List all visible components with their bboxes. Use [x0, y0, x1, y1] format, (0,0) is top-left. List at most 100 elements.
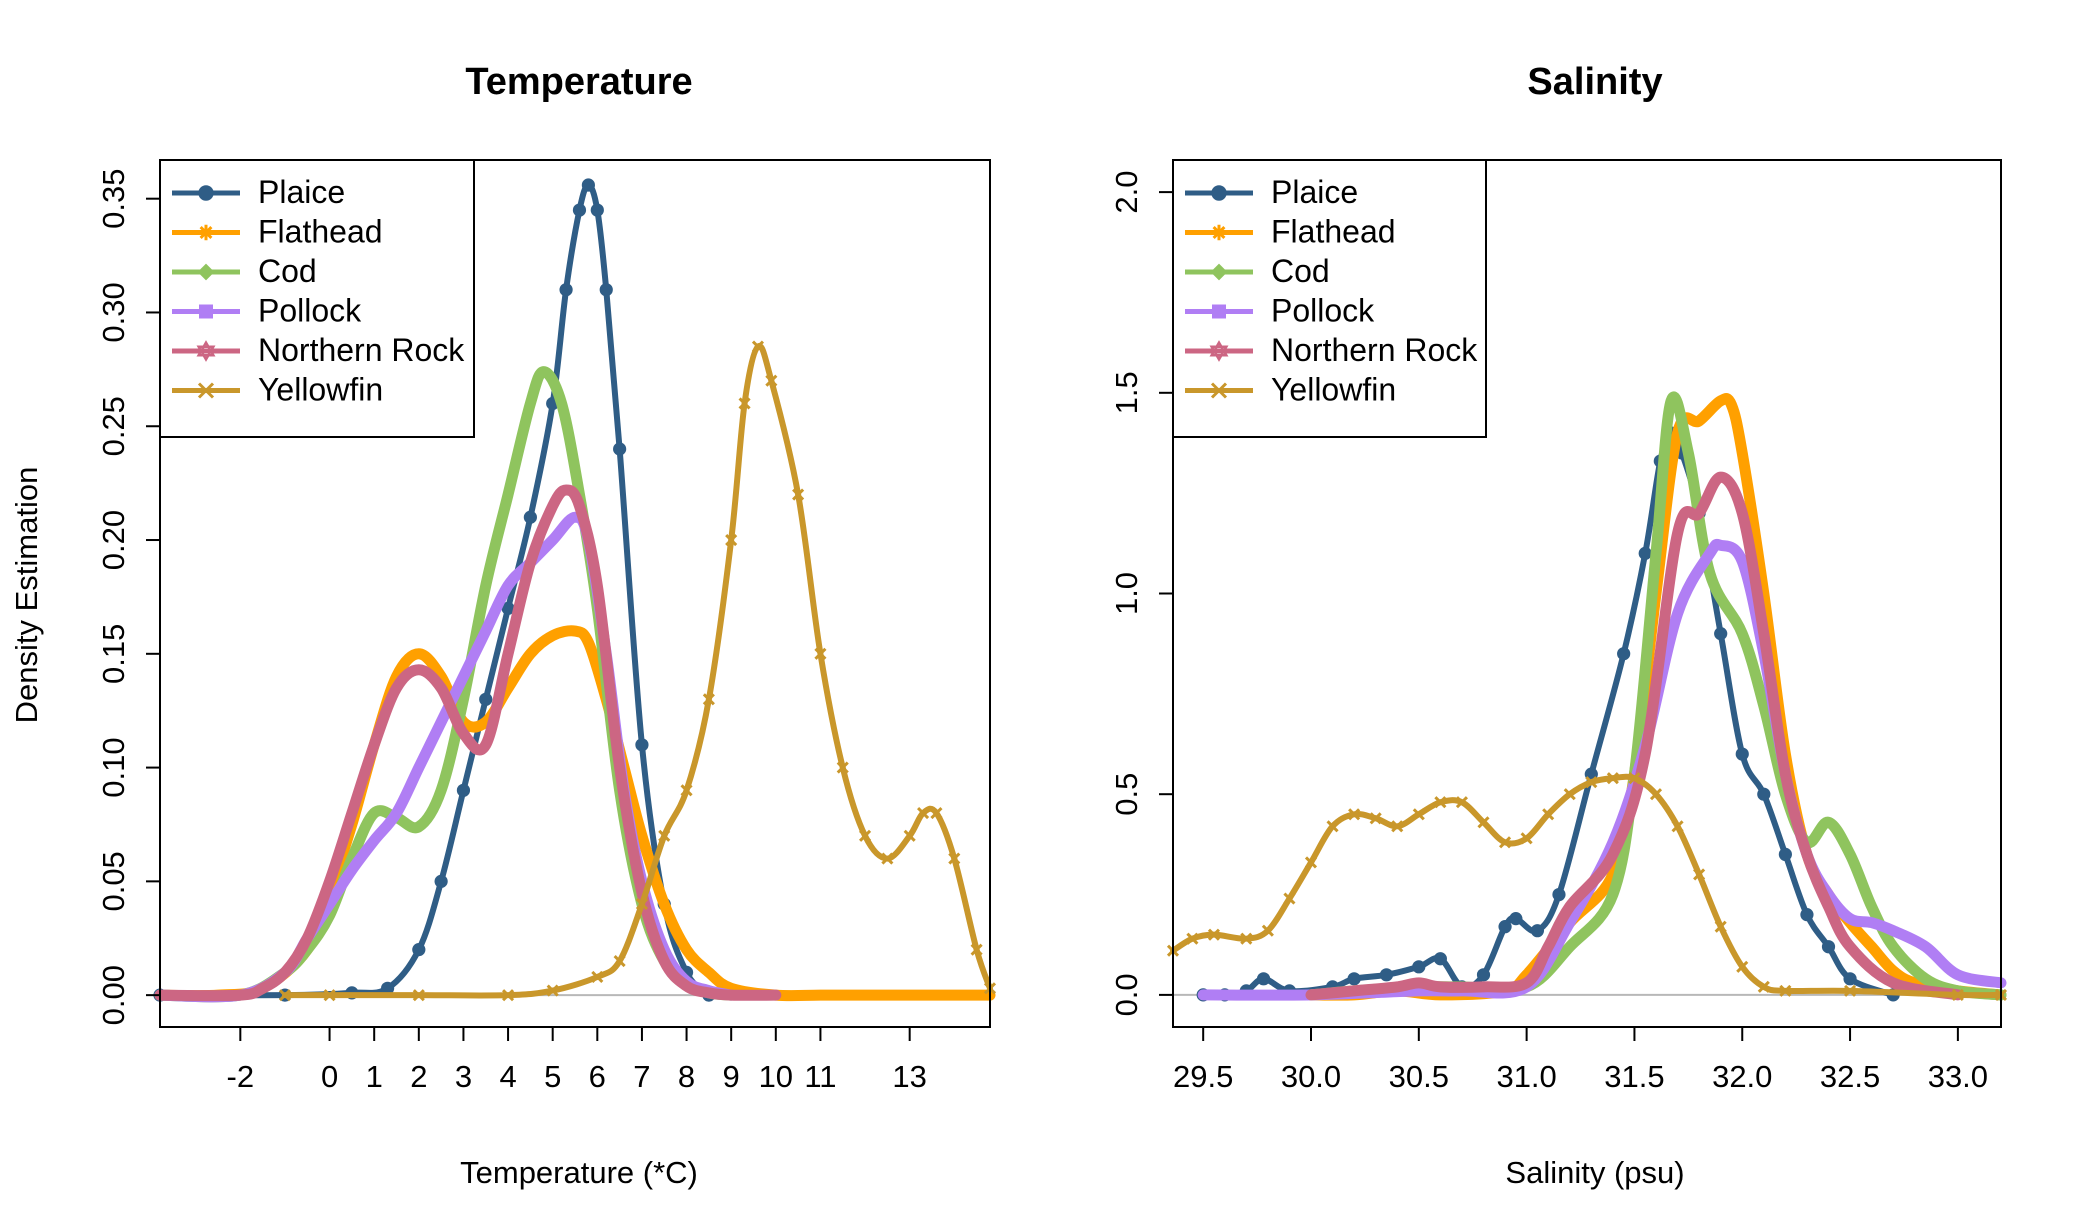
temperature-legend-label: Yellowfin: [258, 372, 383, 408]
density-y-axis-label: Density Estimation: [9, 467, 44, 724]
temperature-point-plaice: [412, 943, 426, 957]
salinity-point-plaice: [1498, 920, 1512, 934]
temperature-point-yellowfin: [323, 989, 336, 1002]
salinity-legend-item-pollock: Pollock: [1185, 293, 1375, 329]
salinity-legend-label: Pollock: [1271, 293, 1375, 329]
salinity-panel: Salinity Salinity (psu) 29.5 30.0 30.5 31.0…: [1109, 61, 2008, 1190]
temperature-point-plaice: [523, 510, 537, 524]
temperature-point-yellowfin: [412, 989, 425, 1002]
temperature-point-plaice: [599, 283, 613, 297]
salinity-series-northern-rock: [1305, 471, 1964, 1001]
salinity-legend-marker: [1209, 340, 1229, 362]
salinity-legend-label: Yellowfin: [1271, 372, 1396, 408]
salinity-point-yellowfin: [1520, 832, 1533, 845]
temperature-legend-marker: [197, 382, 215, 399]
temperature-axes: -2 0 1 2 3 4 5 6 7 8 9 10 11 13 0.00 0.05 0.10 0.15 0.20 0.…: [96, 169, 927, 1094]
temperature-y-tick-label: 0.30: [96, 282, 131, 342]
salinity-line-plaice: [1200, 429, 1897, 999]
temperature-x-tick-label: 0: [321, 1059, 338, 1094]
temperature-point-yellowfin: [792, 488, 805, 501]
salinity-point-yellowfin: [1585, 776, 1598, 789]
temperature-point-plaice: [590, 203, 604, 217]
temperature-point-yellowfin: [970, 943, 983, 956]
temperature-point-yellowfin: [858, 829, 872, 842]
salinity-point-plaice: [1476, 968, 1491, 982]
salinity-point-yellowfin: [1693, 868, 1706, 881]
salinity-legend-item-northern-rock: Northern Rock: [1185, 332, 1478, 368]
salinity-y-tick-label: 1.5: [1109, 371, 1144, 414]
salinity-x-tick-label: 29.5: [1173, 1059, 1233, 1094]
salinity-point-yellowfin: [1757, 980, 1770, 993]
temperature-legend-marker: [198, 185, 214, 201]
salinity-point-yellowfin: [1563, 788, 1576, 801]
salinity-legend-item-plaice: Plaice: [1185, 174, 1358, 210]
temperature-legend-label: Flathead: [258, 214, 383, 250]
temperature-x-tick-label: 1: [366, 1059, 383, 1094]
salinity-x-tick-label: 33.0: [1928, 1059, 1988, 1094]
salinity-point-plaice: [1757, 787, 1771, 801]
salinity-x-tick-label: 32.0: [1712, 1059, 1772, 1094]
temperature-point-yellowfin: [917, 807, 930, 820]
temperature-x-tick-label: 10: [759, 1059, 793, 1094]
temperature-point-plaice: [380, 981, 395, 995]
salinity-y-tick-label: 1.0: [1109, 572, 1144, 615]
salinity-legend-label: Northern Rock: [1271, 332, 1478, 368]
temperature-legend-marker: [197, 263, 215, 281]
salinity-x-tick-label: 30.5: [1389, 1059, 1449, 1094]
temperature-point-yellowfin: [658, 829, 671, 842]
salinity-point-yellowfin: [1434, 796, 1447, 809]
salinity-point-yellowfin: [1207, 928, 1221, 941]
salinity-point-plaice: [1256, 972, 1271, 986]
temperature-legend-label: Northern Rock: [258, 332, 465, 368]
temperature-point-yellowfin: [881, 852, 894, 865]
temperature-point-yellowfin: [680, 784, 693, 797]
salinity-point-plaice: [1379, 968, 1394, 982]
temperature-point-plaice: [581, 178, 595, 192]
temperature-legend-marker: [196, 340, 216, 362]
temperature-legend-label: Pollock: [258, 293, 362, 329]
salinity-point-yellowfin: [1261, 924, 1274, 937]
salinity-legend-item-cod: Cod: [1185, 253, 1330, 289]
temperature-line-yellowfin: [281, 342, 993, 999]
salinity-point-plaice: [1843, 972, 1857, 986]
temperature-plot-frame: [159, 159, 991, 1028]
salinity-point-yellowfin: [1671, 820, 1684, 833]
salinity-line-northern-rock: [1305, 471, 1964, 1001]
temperature-x-tick-label: 4: [499, 1059, 516, 1094]
temperature-x-tick-label: 6: [589, 1059, 606, 1094]
salinity-point-plaice: [1800, 908, 1814, 922]
temperature-point-yellowfin: [635, 898, 648, 911]
salinity-legend-item-yellowfin: Yellowfin: [1185, 372, 1396, 408]
temperature-point-plaice: [572, 203, 587, 217]
temperature-legend-item-flathead: Flathead: [172, 214, 383, 250]
salinity-point-yellowfin: [1412, 808, 1425, 821]
salinity-legend-marker: [1210, 263, 1228, 281]
salinity-point-plaice: [1638, 546, 1652, 560]
salinity-point-yellowfin: [1391, 820, 1404, 833]
salinity-point-yellowfin: [1542, 808, 1555, 821]
temperature-y-tick-label: 0.35: [96, 169, 131, 229]
salinity-series-layer: [1166, 391, 2008, 1002]
salinity-y-tick-label: 2.0: [1109, 171, 1144, 214]
temperature-x-tick-label: 11: [804, 1059, 836, 1094]
temperature-point-plaice: [635, 738, 649, 752]
salinity-point-plaice: [1617, 647, 1631, 661]
temperature-y-tick-label: 0.20: [96, 510, 131, 570]
salinity-point-yellowfin: [1736, 960, 1749, 973]
temperature-point-yellowfin: [591, 970, 604, 983]
salinity-point-plaice: [1714, 627, 1728, 641]
temperature-point-yellowfin: [738, 397, 751, 410]
salinity-x-tick-label: 32.5: [1820, 1059, 1880, 1094]
salinity-series-yellowfin: [1166, 772, 2008, 1001]
temperature-y-tick-label: 0.15: [96, 624, 131, 684]
salinity-point-yellowfin: [1369, 812, 1382, 825]
salinity-point-plaice: [1735, 747, 1749, 761]
salinity-y-tick-label: 0.0: [1109, 973, 1144, 1016]
salinity-x-axis-label: Salinity (psu): [1505, 1155, 1684, 1190]
temperature-line-plaice: [157, 182, 712, 999]
salinity-point-plaice: [1509, 912, 1523, 926]
temperature-point-yellowfin: [502, 989, 515, 1002]
temperature-title: Temperature: [465, 61, 692, 103]
temperature-series-layer: [153, 178, 997, 1003]
